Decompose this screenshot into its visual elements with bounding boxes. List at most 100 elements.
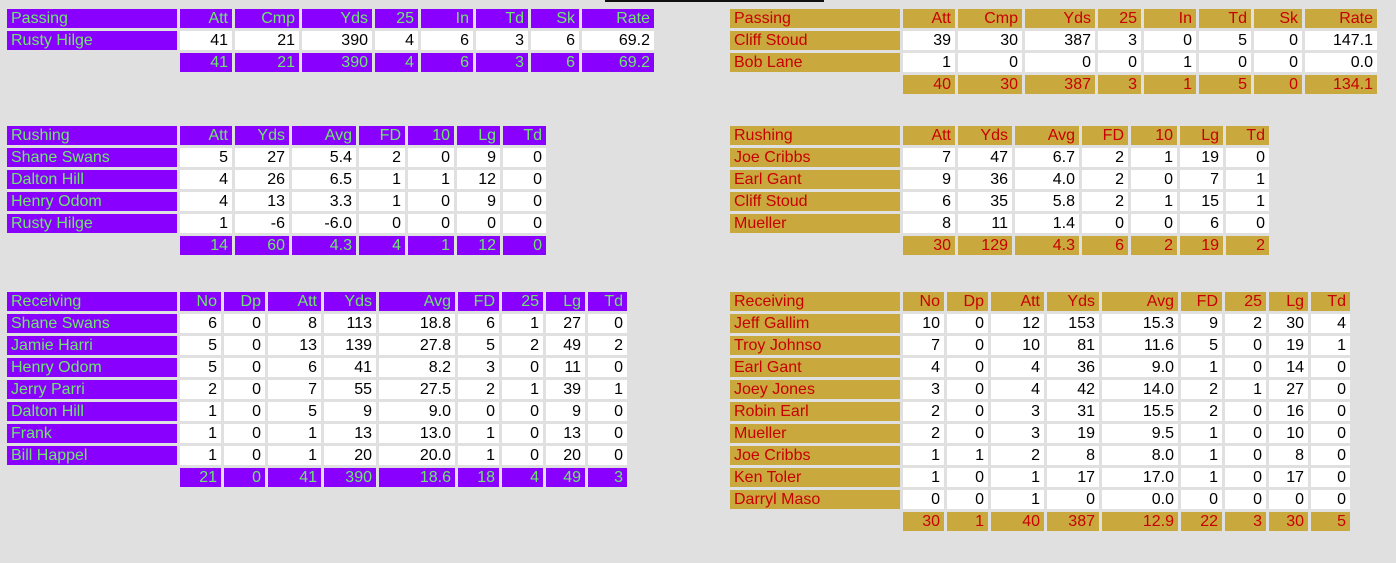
total-cell: 129 <box>958 236 1012 255</box>
stat-cell: 1 <box>180 446 221 465</box>
player-name: Rusty Hilge <box>7 31 177 50</box>
total-cell: 6 <box>421 53 473 72</box>
stat-cell: 3 <box>903 380 944 399</box>
total-cell: 30 <box>903 512 944 531</box>
stat-cell: 6 <box>458 314 499 333</box>
stat-cell: 0 <box>588 424 627 443</box>
player-name: Jerry Parri <box>7 380 177 399</box>
player-name: Shane Swans <box>7 314 177 333</box>
stat-cell: 1 <box>1226 192 1269 211</box>
stat-cell: 2 <box>903 424 944 443</box>
stat-cell: 0 <box>502 424 543 443</box>
stat-cell: 0 <box>224 424 265 443</box>
stat-cell: 0 <box>1225 424 1266 443</box>
player-name: Ken Toler <box>730 468 900 487</box>
stat-cell: 0 <box>224 446 265 465</box>
stat-cell: 0 <box>503 170 546 189</box>
stat-cell: 19 <box>1047 424 1099 443</box>
totals-row: 30 1 40 387 12.9 22 3 30 5 <box>730 512 1350 531</box>
player-name: Bob Lane <box>730 53 900 72</box>
stat-cell: 0.0 <box>1102 490 1178 509</box>
stat-cell: 0 <box>1226 148 1269 167</box>
table-row: Robin Earl 2 0 3 31 15.5 2 0 16 0 <box>730 402 1350 421</box>
stat-cell: 36 <box>958 170 1012 189</box>
total-cell: 387 <box>1025 75 1095 94</box>
total-cell: 5 <box>1199 75 1251 94</box>
total-cell: 41 <box>180 53 232 72</box>
col-header-td: Td <box>1311 292 1350 311</box>
total-cell: 1 <box>947 512 988 531</box>
stat-cell: 6.5 <box>292 170 356 189</box>
col-header-avg: Avg <box>1102 292 1178 311</box>
col-header-dp: Dp <box>947 292 988 311</box>
table-row: Earl Gant 4 0 4 36 9.0 1 0 14 0 <box>730 358 1350 377</box>
total-cell: 5 <box>1311 512 1350 531</box>
stat-cell: 1 <box>1131 148 1177 167</box>
stat-cell: 0 <box>1226 214 1269 233</box>
total-cell: 387 <box>1047 512 1099 531</box>
stat-cell: 8.2 <box>379 358 455 377</box>
stat-cell: 0 <box>588 402 627 421</box>
col-header-avg: Avg <box>292 126 356 145</box>
total-cell: 134.1 <box>1305 75 1377 94</box>
col-header-10: 10 <box>408 126 454 145</box>
total-cell: 1 <box>408 236 454 255</box>
table-row: Mueller 2 0 3 19 9.5 1 0 10 0 <box>730 424 1350 443</box>
table-header-row: Passing Att Cmp Yds 25 In Td Sk Rate <box>7 9 654 28</box>
away-rushing-table: Rushing Att Yds Avg FD 10 Lg Td Joe Crib… <box>727 123 1272 258</box>
stat-cell: 0 <box>408 192 454 211</box>
table-row: Joey Jones 3 0 4 42 14.0 2 1 27 0 <box>730 380 1350 399</box>
table-row: Earl Gant 9 36 4.0 2 0 7 1 <box>730 170 1269 189</box>
stat-cell: 1 <box>502 380 543 399</box>
stat-cell: 0 <box>1225 490 1266 509</box>
stat-cell: 7 <box>268 380 321 399</box>
stat-cell: 1 <box>180 424 221 443</box>
stat-cell: 2 <box>1225 314 1266 333</box>
total-cell: 4 <box>502 468 543 487</box>
col-header-dp: Dp <box>224 292 265 311</box>
stat-cell: 2 <box>1082 170 1128 189</box>
stat-cell: 147.1 <box>1305 31 1377 50</box>
stat-cell: 13 <box>324 424 376 443</box>
table-row: Shane Swans 5 27 5.4 2 0 9 0 <box>7 148 546 167</box>
stat-cell: 4 <box>180 192 232 211</box>
stat-cell: 1 <box>1225 380 1266 399</box>
totals-row: 14 60 4.3 4 1 12 0 <box>7 236 546 255</box>
stat-cell: 0 <box>1269 490 1308 509</box>
stat-cell: 0 <box>1225 358 1266 377</box>
stat-cell: 0 <box>588 314 627 333</box>
player-name: Shane Swans <box>7 148 177 167</box>
stat-cell: 0 <box>1311 402 1350 421</box>
section-title: Receiving <box>7 292 177 311</box>
stat-cell: 1 <box>458 424 499 443</box>
stat-cell: 9 <box>903 170 955 189</box>
stat-cell: 1 <box>1181 446 1222 465</box>
stat-cell: 0 <box>502 446 543 465</box>
stat-cell: 39 <box>903 31 955 50</box>
stat-cell: 1 <box>268 424 321 443</box>
stat-cell: 0 <box>1131 214 1177 233</box>
stat-cell: 1 <box>1311 336 1350 355</box>
stat-cell: 19 <box>1269 336 1308 355</box>
stat-cell: 1 <box>408 170 454 189</box>
stat-cell: 30 <box>958 31 1022 50</box>
total-cell: 22 <box>1181 512 1222 531</box>
stat-cell: 0 <box>1225 468 1266 487</box>
col-header-avg: Avg <box>379 292 455 311</box>
player-name: Dalton Hill <box>7 170 177 189</box>
section-title: Rushing <box>730 126 900 145</box>
stat-cell: 0 <box>588 446 627 465</box>
stat-cell: 27 <box>546 314 585 333</box>
stat-cell: 0 <box>1047 490 1099 509</box>
stat-cell: 8 <box>1269 446 1308 465</box>
totals-spacer <box>7 468 177 487</box>
table-row: Joe Cribbs 7 47 6.7 2 1 19 0 <box>730 148 1269 167</box>
total-cell: 0 <box>1254 75 1302 94</box>
stat-cell: 0 <box>503 148 546 167</box>
col-header-cmp: Cmp <box>235 9 299 28</box>
totals-spacer <box>730 236 900 255</box>
col-header-att: Att <box>903 9 955 28</box>
stat-cell: -6.0 <box>292 214 356 233</box>
player-name: Earl Gant <box>730 358 900 377</box>
stat-cell: 13.0 <box>379 424 455 443</box>
